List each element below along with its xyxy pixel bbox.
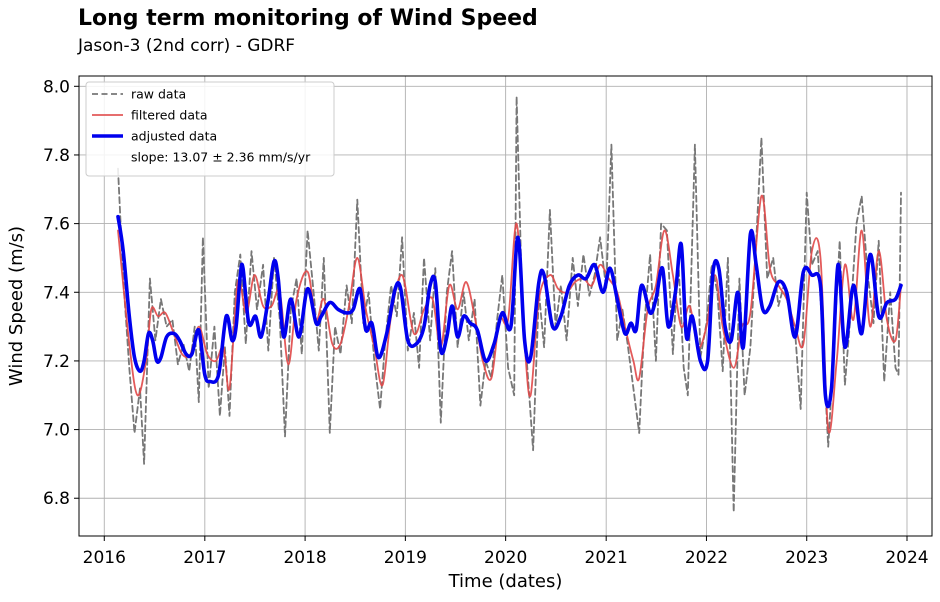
slope-annotation: slope: 13.07 ± 2.36 mm/s/yr (131, 150, 311, 165)
chart-title: Long term monitoring of Wind Speed (78, 6, 538, 31)
x-tick-label: 2017 (183, 548, 226, 568)
grid (79, 76, 932, 536)
y-tick-label: 6.8 (43, 489, 70, 509)
y-tick-label: 7.0 (43, 421, 70, 441)
y-tick-label: 7.8 (43, 146, 70, 166)
x-tick-label: 2019 (384, 548, 427, 568)
legend-label: filtered data (131, 108, 208, 123)
series-line-filtered-data (117, 195, 902, 434)
legend-label: raw data (131, 87, 186, 102)
y-axis-label: Wind Speed (m/s) (6, 226, 27, 386)
legend: raw data filtered data adjusted data slope… (85, 81, 335, 177)
series-line-raw-data (117, 95, 902, 513)
x-tick-label: 2020 (484, 548, 527, 568)
axis-ticks: 2016 2017 2018 2019 2020 2021 2022 2023 2024 6.8 7… (43, 77, 929, 568)
legend-box (85, 81, 335, 177)
plot-series (116, 95, 903, 513)
y-tick-label: 7.2 (43, 352, 70, 372)
y-tick-label: 7.4 (43, 283, 70, 303)
x-tick-label: 2021 (585, 548, 628, 568)
x-tick-label: 2022 (685, 548, 728, 568)
series-line-adjusted-data (116, 214, 903, 409)
y-tick-label: 7.6 (43, 215, 70, 235)
x-tick-label: 2024 (885, 548, 928, 568)
x-tick-label: 2023 (785, 548, 828, 568)
x-axis-label: Time (dates) (448, 571, 563, 592)
y-tick-label: 8.0 (43, 77, 70, 97)
legend-label: adjusted data (131, 129, 217, 144)
chart-subtitle: Jason-3 (2nd corr) - GDRF (78, 36, 296, 56)
x-tick-label: 2016 (83, 548, 126, 568)
x-tick-label: 2018 (283, 548, 326, 568)
